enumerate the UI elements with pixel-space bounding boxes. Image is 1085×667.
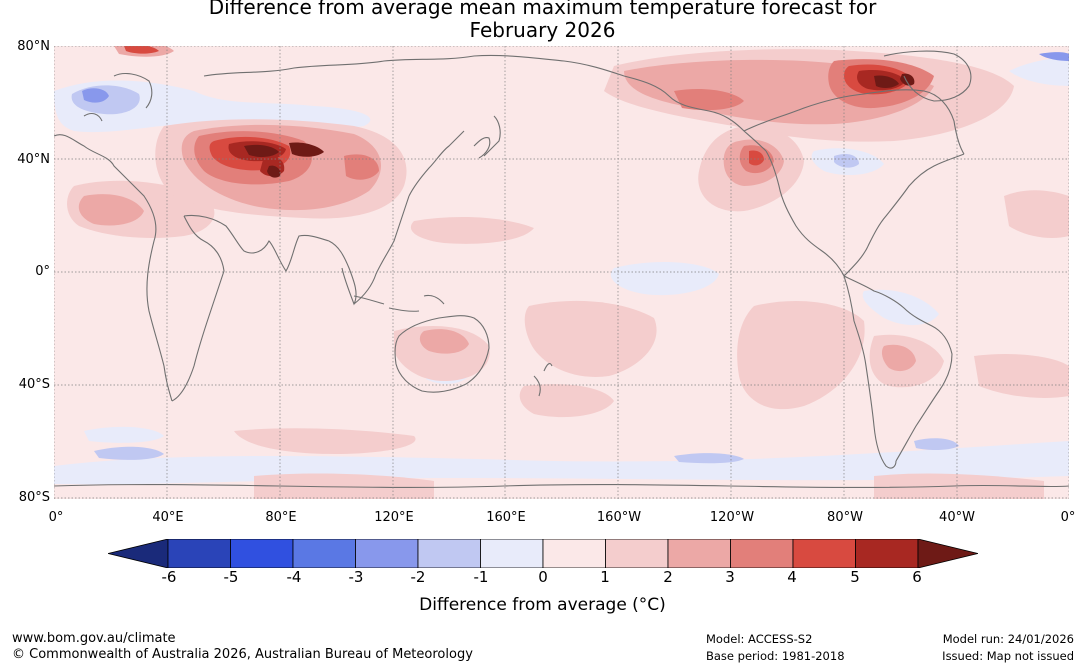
colorbar-tick: -5	[223, 568, 239, 586]
colorbar-swatch	[855, 539, 919, 568]
colorbar-tick: -6	[161, 568, 177, 586]
colorbar-tick: 6	[912, 568, 922, 586]
colorbar-tick: 1	[600, 568, 610, 586]
colorbar-swatch	[355, 539, 419, 568]
colorbar-tick: -2	[410, 568, 426, 586]
colorbar-tick: 5	[850, 568, 860, 586]
map-title-line2: February 2026	[469, 18, 616, 42]
lat-label-80n: 80°N	[17, 39, 50, 54]
colorbar-tick: 3	[725, 568, 735, 586]
footer-model-run: Model run: 24/01/2026	[942, 632, 1074, 646]
coastlines	[54, 50, 1069, 488]
colorbar-swatch	[417, 539, 481, 568]
lat-label-40n: 40°N	[17, 152, 50, 167]
lon-label-0-left: 0°	[48, 510, 64, 525]
map-title: Difference from average mean maximum tem…	[0, 0, 1085, 42]
lon-label-40w: 40°W	[939, 510, 975, 525]
lon-label-80w: 80°W	[827, 510, 863, 525]
lon-label-160w: 160°W	[596, 510, 642, 525]
anomaly-field	[54, 46, 1069, 499]
footer-website: www.bom.gov.au/climate	[12, 631, 176, 646]
colorbar-swatch	[230, 539, 294, 568]
map-title-line1: Difference from average mean maximum tem…	[208, 0, 877, 19]
footer-issued: Issued: Map not issued	[942, 649, 1074, 663]
temperature-anomaly-map	[54, 46, 1069, 499]
colorbar-swatch	[480, 539, 544, 568]
lon-label-0-right: 0°	[1060, 510, 1076, 525]
lon-label-120w: 120°W	[709, 510, 755, 525]
lon-label-120e: 120°E	[374, 510, 414, 525]
colorbar-swatch	[542, 539, 606, 568]
footer-copyright: © Commonwealth of Australia 2026, Austra…	[12, 647, 473, 662]
colorbar-tick: -1	[473, 568, 489, 586]
colorbar	[108, 539, 978, 568]
lon-label-160e: 160°E	[486, 510, 526, 525]
colorbar-swatch	[730, 539, 794, 568]
lat-label-80s: 80°S	[18, 490, 50, 505]
footer-model: Model: ACCESS-S2	[706, 632, 813, 646]
colorbar-extend-low	[108, 539, 169, 568]
colorbar-swatch	[292, 539, 356, 568]
colorbar-tick: 0	[538, 568, 548, 586]
colorbar-tick: 4	[787, 568, 797, 586]
colorbar-extend-high	[917, 539, 978, 568]
lon-label-80e: 80°E	[265, 510, 297, 525]
colorbar-tick: -3	[348, 568, 364, 586]
colorbar-title: Difference from average (°C)	[419, 595, 666, 615]
lon-label-40e: 40°E	[152, 510, 184, 525]
colorbar-swatch	[792, 539, 856, 568]
lat-label-40s: 40°S	[18, 377, 50, 392]
graticule	[54, 46, 1069, 499]
colorbar-tick: -4	[286, 568, 302, 586]
footer-base-period: Base period: 1981-2018	[706, 649, 845, 663]
colorbar-swatch	[605, 539, 669, 568]
lat-label-equator: 0°	[35, 264, 50, 279]
colorbar-tick: 2	[663, 568, 673, 586]
colorbar-swatch	[667, 539, 731, 568]
colorbar-swatch	[167, 539, 231, 568]
